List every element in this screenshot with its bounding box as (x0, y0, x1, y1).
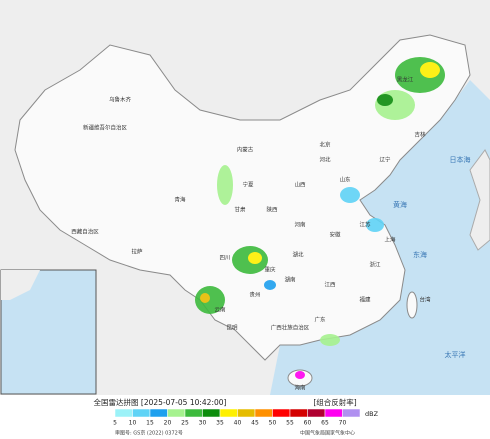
place-label: 宁夏 (242, 181, 254, 189)
place-label: 新疆维吾尔自治区 (83, 124, 128, 132)
tick-label: 60 (304, 420, 312, 427)
color-swatch (132, 408, 151, 418)
place-label: 山西 (294, 181, 306, 189)
place-label: 辽宁 (379, 156, 391, 164)
place-label: 河南 (294, 221, 306, 229)
footer-approval: 审图号: GS京 (2022) 0372号 (115, 430, 183, 437)
place-label: 广东 (314, 316, 326, 324)
place-label: 江西 (324, 282, 336, 289)
color-swatch (307, 408, 326, 418)
color-swatch (254, 408, 273, 418)
place-label: 吉林 (414, 131, 426, 139)
place-label: 陕西 (266, 206, 278, 214)
place-label: 甘肃 (234, 206, 246, 214)
place-label: 黑龙江 (397, 76, 414, 84)
color-swatch (272, 408, 291, 418)
tick-label: 50 (269, 420, 277, 427)
color-swatch (167, 408, 186, 418)
place-label: 安徽 (329, 231, 341, 239)
place-label: 浙江 (369, 261, 381, 269)
place-label: 拉萨 (131, 248, 143, 256)
color-swatch (289, 408, 308, 418)
color-swatch (219, 408, 238, 418)
tick-label: 55 (286, 420, 294, 427)
footer-agency: 中国气象局国家气象中心 (300, 430, 355, 437)
tick-label: 20 (164, 420, 172, 427)
color-swatch (202, 408, 221, 418)
legend-product: [组合反射率] (313, 397, 356, 407)
place-label: 福建 (359, 296, 371, 304)
sea-label: 黄海 (393, 200, 407, 209)
legend-title: 全国雷达拼图 [2025-07-05 10:42:00] (94, 397, 227, 407)
place-label: 青海 (174, 196, 186, 204)
place-label: 乌鲁木齐 (109, 96, 132, 104)
color-swatch (237, 408, 256, 418)
tick-label: 35 (216, 420, 224, 427)
tick-label: 70 (339, 420, 347, 427)
tick-label: 30 (199, 420, 207, 427)
radar-echoes (195, 57, 445, 379)
japan (469, 149, 490, 251)
tick-label: 10 (129, 420, 137, 427)
color-swatch (324, 408, 343, 418)
inset-land (1, 270, 40, 300)
place-label: 江苏 (359, 221, 371, 229)
place-label: 北京 (319, 141, 331, 149)
place-label: 湖南 (284, 276, 296, 284)
place-label: 四川 (219, 255, 230, 262)
color-swatch (149, 408, 168, 418)
place-label: 重庆 (264, 266, 276, 274)
place-label: 山东 (339, 176, 351, 184)
color-swatch (114, 408, 133, 418)
tick-label: 40 (234, 420, 242, 427)
place-label: 上海 (384, 236, 396, 244)
place-label: 西藏自治区 (71, 228, 99, 236)
tick-label: 15 (146, 420, 154, 427)
tick-label: 5 (113, 420, 117, 427)
place-label: 内蒙古 (237, 146, 254, 154)
place-label: 湖北 (292, 251, 304, 259)
place-label: 河北 (319, 156, 331, 164)
south-sea-inset (0, 269, 97, 395)
taiwan (406, 291, 418, 319)
place-label: 广西壮族自治区 (271, 324, 310, 332)
tick-label: 65 (321, 420, 329, 427)
place-label: 贵州 (249, 291, 260, 299)
color-swatch (342, 408, 361, 418)
place-label: 云南 (214, 306, 226, 314)
sea-label: 日本海 (450, 155, 471, 164)
tick-label: 45 (251, 420, 259, 427)
place-label: 台湾 (419, 296, 431, 304)
color-swatch (184, 408, 203, 418)
sea (270, 80, 490, 395)
place-label: 海南 (294, 384, 306, 392)
legend-unit: dBZ (365, 410, 379, 418)
place-label: 昆明 (226, 325, 238, 332)
sea-label: 太平洋 (445, 350, 466, 359)
sea-label: 东海 (413, 250, 427, 259)
tick-label: 25 (181, 420, 189, 427)
